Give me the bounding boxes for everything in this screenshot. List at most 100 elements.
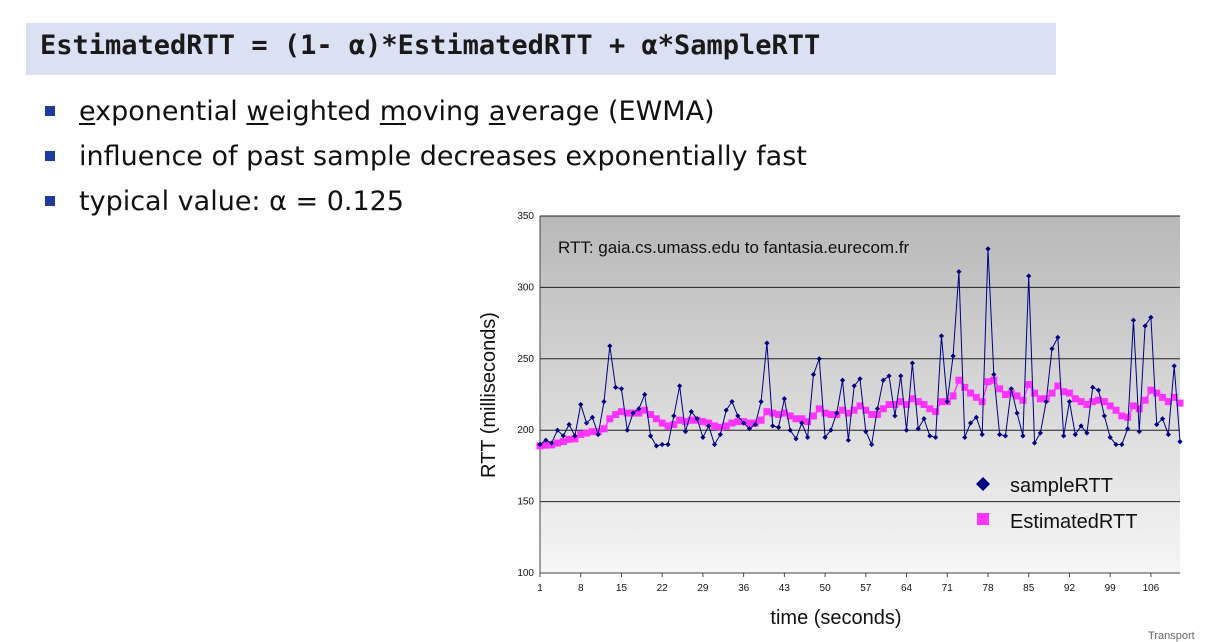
sample-rtt-point bbox=[775, 424, 782, 430]
estimated-rtt-point bbox=[571, 435, 579, 443]
estimated-rtt-point bbox=[978, 398, 986, 406]
estimated-rtt-point bbox=[809, 412, 817, 420]
legend-label-sample: sampleRTT bbox=[1010, 475, 1113, 497]
sample-rtt-point bbox=[898, 373, 904, 379]
estimated-rtt-point bbox=[1060, 388, 1068, 396]
estimated-rtt-point bbox=[1036, 395, 1044, 403]
estimated-rtt-point bbox=[1077, 398, 1085, 406]
estimated-rtt-point bbox=[996, 385, 1004, 393]
estimated-rtt-point bbox=[635, 409, 643, 417]
estimated-rtt-point bbox=[786, 412, 794, 420]
y-axis-label: RTT (milliseconds) bbox=[478, 312, 500, 478]
estimated-rtt-point bbox=[1071, 395, 1079, 403]
estimated-rtt-point bbox=[932, 408, 940, 416]
estimated-rtt-point bbox=[961, 383, 969, 391]
sample-rtt-point bbox=[1072, 431, 1078, 438]
sample-rtt-point bbox=[1136, 429, 1142, 435]
bullet-square-icon bbox=[45, 196, 55, 206]
estimated-rtt-point bbox=[1089, 398, 1097, 406]
estimated-rtt-point bbox=[577, 430, 585, 438]
estimated-rtt-point bbox=[757, 416, 765, 424]
estimated-rtt-point bbox=[664, 422, 672, 430]
estimated-rtt-point bbox=[542, 441, 550, 449]
estimated-rtt-point bbox=[1159, 393, 1167, 401]
estimated-rtt-point bbox=[815, 405, 823, 413]
estimated-rtt-point bbox=[734, 418, 742, 426]
sample-rtt-point bbox=[764, 340, 770, 346]
x-axis-label: time (seconds) bbox=[770, 607, 901, 629]
estimated-rtt-point bbox=[990, 376, 998, 384]
sample-rtt-point bbox=[595, 431, 601, 438]
sample-rtt-point bbox=[1002, 433, 1009, 439]
estimated-rtt-point bbox=[722, 422, 730, 430]
sample-rtt-point bbox=[839, 377, 846, 383]
estimated-rtt-point bbox=[792, 415, 800, 423]
estimated-rtt-point bbox=[647, 410, 655, 418]
sample-rtt-point bbox=[962, 434, 968, 440]
x-tick-label: 78 bbox=[982, 583, 994, 594]
rtt-chart: 100 150 200 250 300 350 1 8 15 22 29 36 43 50 57 64 71 7… bbox=[478, 211, 1184, 629]
estimated-rtt-point bbox=[1176, 399, 1184, 407]
ewma-formula: EstimatedRTT = (1- α)*EstimatedRTT + α*S… bbox=[40, 30, 821, 61]
bullet-text: exponential weighted moving average (EWM… bbox=[79, 96, 715, 127]
sample-rtt-point bbox=[746, 426, 753, 432]
estimated-rtt-point bbox=[676, 416, 684, 424]
legend-marker-square-icon bbox=[977, 513, 989, 525]
estimated-rtt-point bbox=[780, 409, 788, 417]
estimated-rtt-point bbox=[937, 398, 945, 406]
sample-rtt-point bbox=[1020, 433, 1026, 439]
sample-rtt-point bbox=[915, 426, 921, 432]
legend-label-estimated: EstimatedRTT bbox=[1010, 511, 1137, 533]
estimated-rtt-point bbox=[868, 410, 876, 418]
sample-rtt-point bbox=[1107, 434, 1113, 440]
bullet-item: exponential weighted moving average (EWM… bbox=[45, 92, 807, 137]
sample-rtt-point bbox=[822, 434, 828, 440]
estimated-rtt-point bbox=[984, 378, 992, 386]
estimated-rtt-point bbox=[658, 419, 666, 427]
sample-rtt-point bbox=[1090, 384, 1096, 390]
y-tick-label: 300 bbox=[517, 282, 534, 293]
estimated-rtt-point bbox=[1124, 413, 1132, 421]
sample-rtt-point bbox=[997, 431, 1003, 438]
chart-title: RTT: gaia.cs.umass.edu to fantasia.eurec… bbox=[558, 238, 910, 257]
estimated-rtt-point bbox=[763, 408, 771, 416]
sample-rtt-point bbox=[851, 383, 857, 389]
chart-legend: sampleRTT EstimatedRTT bbox=[976, 475, 1137, 533]
sample-rtt-point bbox=[781, 396, 787, 402]
estimated-rtt-point bbox=[623, 409, 631, 417]
sample-rtt-point bbox=[1066, 399, 1073, 405]
sample-rtt-point bbox=[938, 333, 945, 339]
sample-rtt-point bbox=[967, 420, 974, 426]
bullet-text-part: typical value: α = 0.125 bbox=[79, 186, 404, 217]
estimated-rtt-point bbox=[1112, 406, 1120, 414]
sample-rtt-point bbox=[810, 371, 817, 378]
sample-rtt-point bbox=[1159, 416, 1166, 422]
estimated-rtt-point bbox=[1147, 386, 1155, 394]
estimated-rtt-point bbox=[1083, 400, 1091, 408]
x-tick-label: 8 bbox=[578, 583, 584, 594]
sample-rtt-point bbox=[985, 246, 991, 252]
sample-rtt-point bbox=[1142, 323, 1148, 329]
estimated-rtt-point bbox=[641, 406, 649, 414]
estimated-rtt-point bbox=[612, 410, 620, 418]
estimated-rtt-point bbox=[559, 438, 567, 446]
estimated-rtt-point bbox=[1118, 412, 1126, 420]
estimated-rtt-point bbox=[850, 406, 858, 414]
estimated-rtt-point bbox=[716, 423, 724, 431]
estimated-rtt-point bbox=[839, 406, 847, 414]
estimated-rtt-point bbox=[1048, 389, 1056, 397]
x-tick-label: 36 bbox=[738, 583, 750, 594]
sample-rtt-point bbox=[886, 373, 892, 379]
estimated-rtt-point bbox=[804, 418, 812, 426]
estimated-rtt-point bbox=[821, 409, 829, 417]
x-tick-label: 106 bbox=[1143, 583, 1160, 594]
estimated-rtt-point bbox=[1129, 402, 1137, 410]
estimated-rtt-point bbox=[920, 400, 928, 408]
y-tick-label: 100 bbox=[517, 568, 534, 579]
estimated-rtt-point bbox=[769, 409, 777, 417]
bullet-text: typical value: α = 0.125 bbox=[79, 186, 404, 217]
estimated-rtt-point bbox=[1001, 391, 1009, 398]
sample-rtt-point bbox=[799, 420, 805, 426]
estimated-rtt-point bbox=[903, 400, 911, 408]
footer-cutoff-text: Transport bbox=[1148, 630, 1195, 642]
